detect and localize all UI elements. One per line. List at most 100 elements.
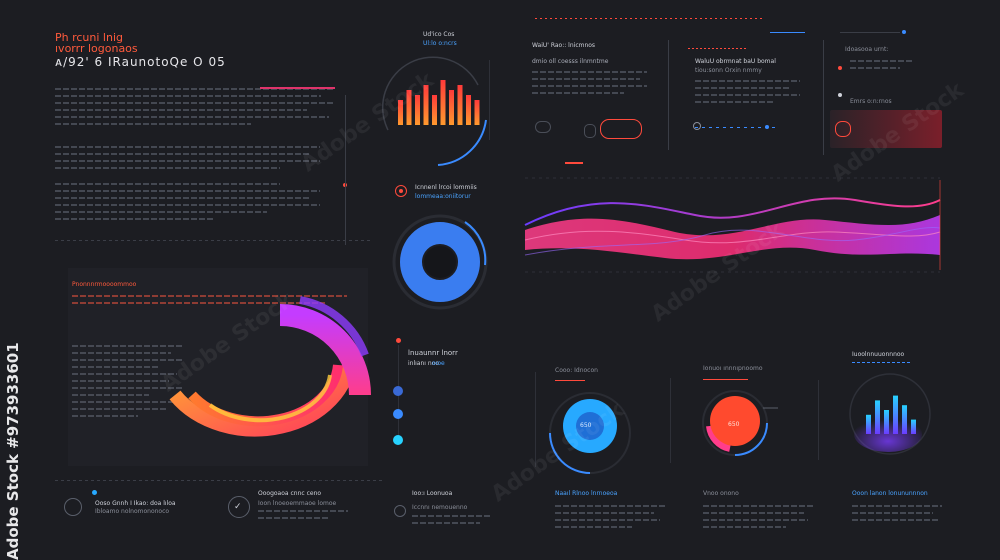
gauge-3-blue-dash — [852, 362, 912, 363]
panel-c-item1: Idoasooa urnt: — [845, 46, 889, 53]
top-bar-10 — [474, 100, 480, 125]
top-blue-line — [770, 32, 805, 33]
top-bar-8 — [457, 85, 463, 125]
gauge-3-bar-2 — [875, 400, 880, 434]
left-paragraph-3 — [55, 183, 320, 225]
accent-underline — [260, 87, 335, 89]
panel-b-red-dash — [688, 48, 748, 49]
mid-target-icon — [395, 185, 407, 197]
panel-a-sub: dmio oll coesss ilnmntme — [532, 58, 609, 65]
top-center-sub: Ul:lo o:ncrs — [423, 40, 457, 47]
gauge-rule-2 — [670, 378, 671, 463]
panel-b-rule — [823, 40, 824, 155]
panel-c-blue-dot — [902, 30, 906, 34]
top-bar-ring-chart — [381, 56, 487, 166]
panel-a-red-mark — [565, 162, 583, 164]
bottom-center-title: Ioo:ı Loonuoa — [412, 490, 453, 497]
list-dot-3 — [393, 435, 403, 445]
list-dot-1 — [393, 386, 403, 396]
panel-b-title: WaluU obrmnat baU bomal — [695, 58, 776, 65]
top-bar-4 — [423, 85, 429, 125]
bottom-item2-lines — [258, 510, 348, 524]
header-subtitle: ᴀ/92' 6 IRaunotoQe O 05 — [55, 55, 226, 69]
center-list-blue: oıoe — [432, 360, 445, 367]
panel-b-slider-knob[interactable] — [693, 122, 701, 130]
bottom-item1-dot — [92, 490, 97, 495]
gauge-3-lines — [852, 505, 942, 526]
left-paragraph-1 — [55, 88, 335, 130]
list-dot-2 — [393, 409, 403, 419]
header-title-line2: ıvorrr logonaos — [55, 42, 138, 55]
panel-c-top-line — [840, 32, 900, 33]
panel-a-switch[interactable] — [600, 119, 642, 139]
left-panel-red-title: Pnonnnrmoooommoo — [72, 281, 137, 288]
mid-target-dot — [399, 189, 403, 193]
gauge-3-bars — [866, 395, 916, 434]
center-list-sub: inlıanı noo — [408, 360, 440, 367]
top-center-rule — [489, 60, 490, 140]
gauge-3-bar-3 — [884, 410, 889, 434]
panel-a-title: WaiU' Rao:: lnicmnos — [532, 42, 596, 49]
panel-c-card-toggle[interactable] — [835, 121, 851, 137]
top-center-label: Ud'ico Cos — [423, 31, 455, 38]
bottom-divider — [55, 480, 385, 481]
left-divider — [55, 240, 370, 241]
bottom-item2-check-icon: ✓ — [234, 502, 242, 512]
gauge-rule-1 — [535, 372, 536, 467]
gauge-3-bar-6 — [911, 419, 916, 434]
top-bar-5 — [432, 95, 437, 125]
mid-label-sub: lommeaa:oniitorur — [415, 193, 471, 200]
panel-a-toggle-1[interactable] — [535, 121, 551, 133]
panel-b-blue-dot — [765, 125, 769, 129]
gauge-1-value: 650 — [580, 422, 592, 429]
bottom-item2-title: Ooogoaoa cnnc ceno — [258, 490, 322, 497]
top-bar-7 — [449, 90, 454, 125]
top-bar-9 — [466, 95, 471, 125]
panel-a-lines — [532, 71, 647, 99]
bottom-item2-sub: Ioon lnoeoemmaoe lomoe — [258, 500, 337, 507]
header-title-line1: Ph rcuni lnig — [55, 31, 123, 44]
bottom-center-sub: Iccnnı nemouenno — [412, 504, 468, 511]
panel-a-rule — [668, 40, 669, 150]
gauge-2 — [702, 390, 778, 456]
panel-c-lines-1 — [850, 60, 912, 74]
radial-arc-chart — [169, 296, 371, 437]
bottom-item1-sub: Ibloamo nolnomononoco — [95, 508, 170, 515]
bottom-center-lines — [412, 515, 492, 529]
panel-c-item2: Emrs o:n:rnos — [850, 98, 892, 105]
top-bar-1 — [398, 100, 403, 125]
gauge-2-lines — [703, 505, 813, 533]
panel-c-white-dot — [838, 93, 842, 97]
panel-b-lines — [695, 80, 800, 108]
panel-b-sub: tiou:sonn Orxin nmmy — [695, 67, 762, 74]
side-watermark: Adobe Stock #973933601 — [4, 342, 22, 560]
panel-c-red-card[interactable] — [830, 110, 942, 148]
blue-donut-chart — [392, 214, 488, 310]
gauge-3-bar-1 — [866, 414, 871, 434]
gauge-3-foot: Ooon lanon lonununnnon — [852, 490, 928, 497]
gauge-1-foot: Naaıl Rlnoo lnrnoeoa — [555, 490, 618, 497]
bottom-item1-icon — [64, 498, 82, 516]
left-paragraph-2 — [55, 146, 320, 174]
gauge-2-label: Ionuoı ınnnıpnoomo — [703, 365, 763, 372]
wave-area-chart — [524, 177, 941, 273]
gauge-2-red-line — [703, 379, 748, 380]
bottom-center-icon — [394, 505, 406, 517]
bottom-item2-icon — [228, 496, 250, 518]
gauge-3-bar-chart — [849, 373, 931, 455]
gauge-3-label: Iuoolnnuuonnnoo — [852, 351, 905, 358]
center-list-title: lnuaunnr lnorr — [408, 349, 458, 357]
gauge-1 — [549, 392, 631, 474]
top-bar-2 — [406, 90, 412, 125]
gauge-1-label: Cooo: Idnocon — [555, 367, 598, 374]
top-bar-6 — [440, 80, 446, 125]
top-bars-group — [398, 80, 480, 125]
left-panel-red-lines — [72, 295, 347, 309]
gauge-rule-3 — [818, 380, 819, 460]
gauge-3-bar-4 — [893, 395, 898, 434]
panel-a-toggle-2[interactable] — [584, 124, 596, 138]
gauge-3-bar-5 — [902, 405, 907, 434]
gauge-1-lines — [555, 505, 665, 533]
gauge-2-foot: Vnoo onono — [703, 490, 739, 497]
panel-b-blue-dash — [695, 127, 775, 128]
